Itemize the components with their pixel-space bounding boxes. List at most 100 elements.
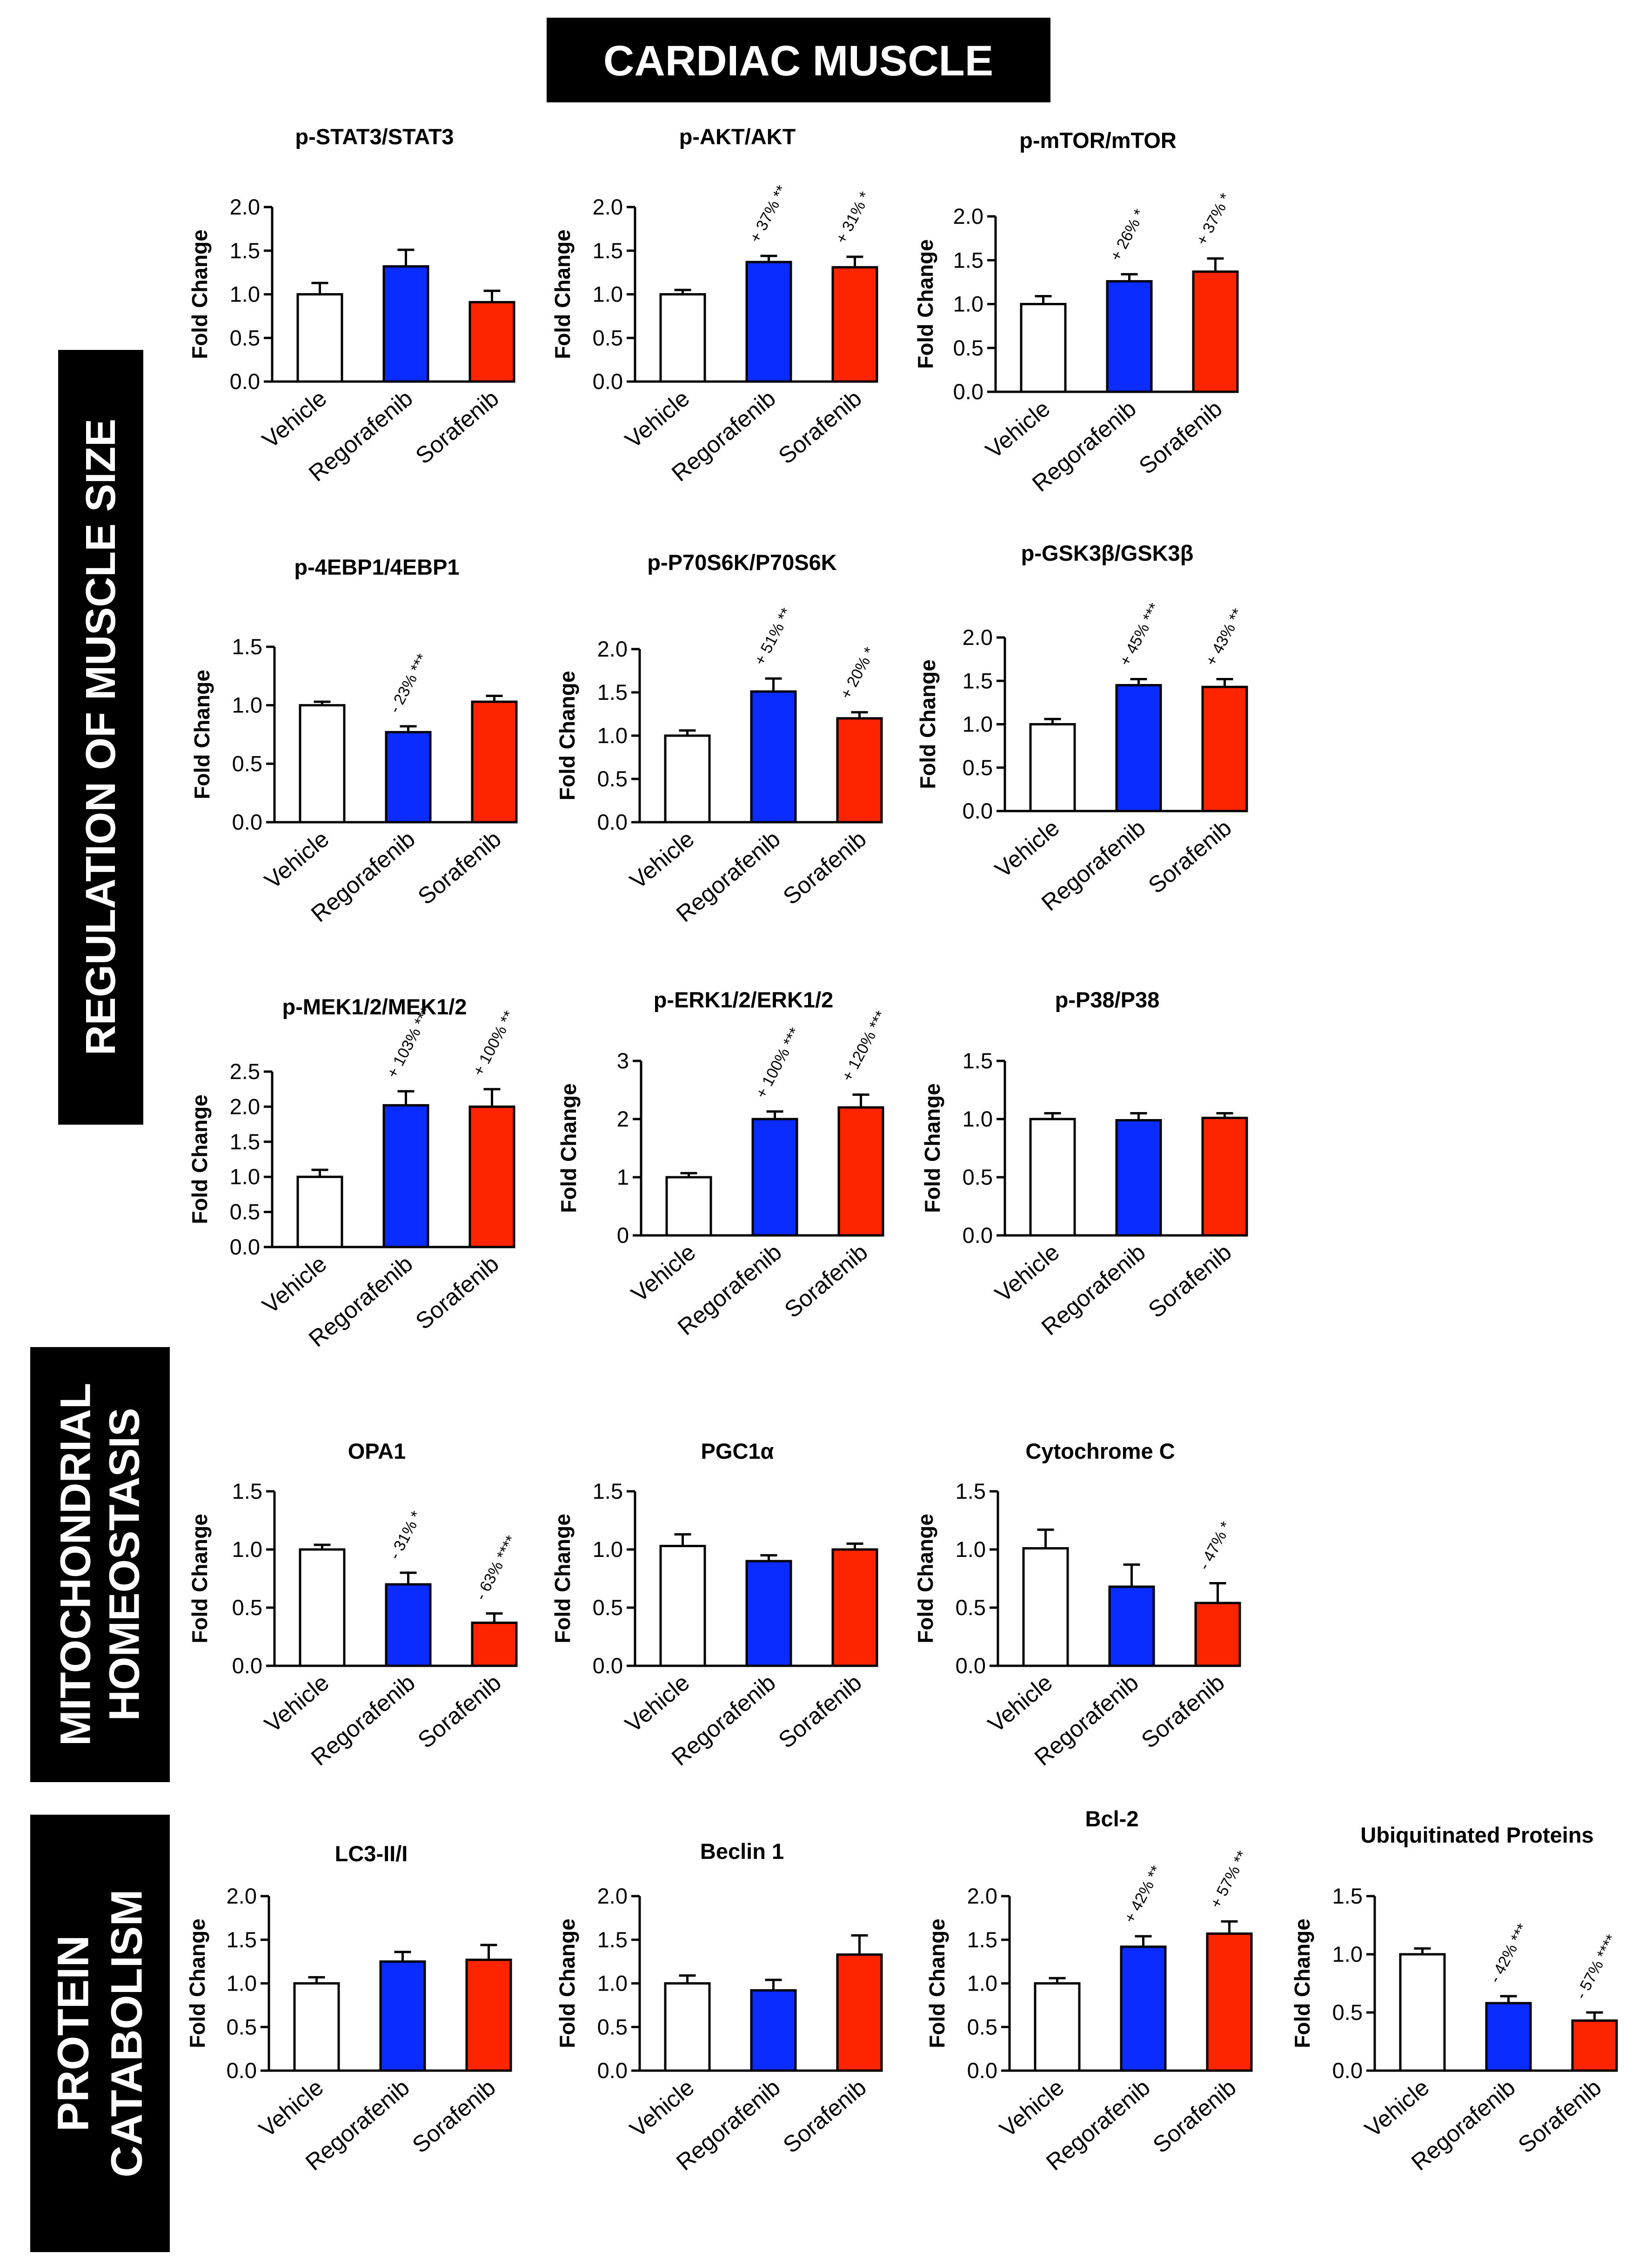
bar-vehicle bbox=[299, 704, 346, 824]
y-tick-label: 1 bbox=[617, 1165, 629, 1189]
y-tick-label: 1.0 bbox=[230, 1164, 260, 1189]
chart-5: p-P70S6K/P70S6K Fold Change 0.0 0.5 1.0 1.5 2.… bbox=[555, 550, 883, 927]
y-tick-label: 1.0 bbox=[1332, 1942, 1363, 1966]
category-label: Vehicle bbox=[625, 2074, 699, 2143]
significance-annotation: + 26% * bbox=[1107, 206, 1149, 264]
bar-sorafenib bbox=[831, 266, 878, 383]
y-axis-label: Fold Change bbox=[187, 229, 212, 359]
y-tick-label: 1.0 bbox=[227, 1971, 257, 1996]
chart-title: p-AKT/AKT bbox=[679, 124, 796, 149]
y-tick-label: 1.5 bbox=[597, 1927, 628, 1952]
y-tick-label: 1.0 bbox=[953, 292, 983, 316]
category-label: Sorafenib bbox=[1137, 1670, 1230, 1753]
significance-annotation: + 120% *** bbox=[838, 1008, 890, 1084]
y-tick-label: 2.0 bbox=[593, 194, 623, 219]
category-label: Vehicle bbox=[626, 1239, 701, 1308]
bar-regorafenib bbox=[745, 261, 792, 383]
category-label: Sorafenib bbox=[774, 1670, 867, 1753]
y-tick-label: 0.0 bbox=[227, 2058, 257, 2083]
y-axis-label: Fold Change bbox=[190, 670, 214, 799]
section-label-line: PROTEIN bbox=[49, 1935, 98, 2132]
y-tick-label: 2.0 bbox=[967, 1884, 997, 1908]
y-tick-label: 0.0 bbox=[597, 2058, 628, 2083]
category-label: Vehicle bbox=[990, 1239, 1064, 1308]
category-label: Vehicle bbox=[257, 1251, 332, 1319]
bar-sorafenib bbox=[837, 1106, 884, 1237]
y-axis-label: Fold Change bbox=[925, 1918, 949, 2048]
y-tick-label: 0.0 bbox=[597, 810, 628, 834]
y-tick-label: 1.5 bbox=[963, 1048, 993, 1073]
y-axis-label: Fold Change bbox=[920, 1083, 944, 1213]
chart-title: Ubiquitinated Proteins bbox=[1360, 1823, 1593, 1847]
category-label: Sorafenib bbox=[1144, 815, 1237, 899]
y-tick-label: 0.5 bbox=[956, 1595, 986, 1620]
category-label: Sorafenib bbox=[411, 1251, 504, 1335]
y-tick-label: 3 bbox=[617, 1048, 629, 1073]
y-axis-label: Fold Change bbox=[555, 1918, 579, 2048]
y-tick-label: 0.0 bbox=[967, 2058, 997, 2083]
bar-regorafenib bbox=[1106, 280, 1153, 393]
y-tick-label: 0.0 bbox=[230, 369, 260, 394]
y-tick-label: 1.5 bbox=[227, 1927, 257, 1952]
chart-title: Beclin 1 bbox=[700, 1839, 784, 1864]
category-label: Vehicle bbox=[981, 396, 1055, 464]
y-axis-label: Fold Change bbox=[913, 1514, 937, 1643]
significance-annotation: + 20% * bbox=[837, 644, 879, 702]
y-tick-label: 0.5 bbox=[232, 1595, 262, 1620]
section-label-line: CATABOLISM bbox=[102, 1889, 152, 2177]
bar-sorafenib bbox=[831, 1548, 878, 1667]
chart-title: p-GSK3β/GSK3β bbox=[1021, 541, 1194, 565]
bar-vehicle bbox=[664, 734, 711, 824]
y-tick-label: 0 bbox=[617, 1223, 629, 1247]
category-label: Vehicle bbox=[983, 1670, 1057, 1738]
category-label: Sorafenib bbox=[778, 826, 871, 910]
bar-regorafenib bbox=[1485, 2002, 1532, 2072]
y-axis-label: Fold Change bbox=[556, 1083, 581, 1213]
y-tick-label: 0.5 bbox=[597, 2014, 628, 2039]
significance-annotation: - 31% * bbox=[386, 1508, 426, 1562]
y-tick-label: 0.5 bbox=[963, 755, 993, 780]
y-tick-label: 2.0 bbox=[597, 1884, 628, 1908]
y-tick-label: 1.5 bbox=[230, 1129, 260, 1154]
section-mito: MITOCHONDRIAL HOMEOSTASIS bbox=[30, 1347, 170, 1782]
bar-sorafenib bbox=[471, 1622, 518, 1667]
bar-vehicle bbox=[296, 293, 343, 383]
y-axis-label: Fold Change bbox=[185, 1918, 209, 2048]
section-size: REGULATION OF MUSCLE SIZE bbox=[58, 350, 143, 1125]
bar-vehicle bbox=[299, 1548, 346, 1667]
category-label: Vehicle bbox=[990, 815, 1064, 883]
y-tick-label: 1.5 bbox=[593, 238, 623, 263]
category-label: Sorafenib bbox=[413, 826, 506, 910]
y-tick-label: 0.5 bbox=[593, 325, 623, 350]
significance-annotation: + 100% *** bbox=[752, 1025, 804, 1101]
significance-annotation: + 51% ** bbox=[751, 605, 796, 668]
chart-title: p-STAT3/STAT3 bbox=[295, 124, 454, 149]
bar-vehicle bbox=[659, 293, 706, 383]
section-band bbox=[30, 1815, 170, 2252]
chart-title: p-mTOR/mTOR bbox=[1019, 128, 1177, 153]
category-label: Vehicle bbox=[620, 1670, 695, 1738]
chart-title: p-P38/P38 bbox=[1055, 987, 1160, 1012]
significance-annotation: - 57% **** bbox=[1572, 1931, 1621, 2002]
y-tick-label: 1.5 bbox=[232, 634, 262, 659]
significance-annotation: - 23% *** bbox=[386, 651, 431, 716]
bar-regorafenib bbox=[385, 731, 432, 824]
y-tick-label: 2.0 bbox=[227, 1884, 257, 1908]
chart-7: p-MEK1/2/MEK1/2 Fold Change 0.0 0.5 1.0 1.5 2.… bbox=[187, 994, 518, 1352]
bar-vehicle bbox=[1034, 1982, 1081, 2072]
chart-title: p-ERK1/2/ERK1/2 bbox=[654, 987, 834, 1012]
y-tick-label: 0.5 bbox=[593, 1595, 623, 1620]
y-tick-label: 0.5 bbox=[230, 1200, 260, 1224]
category-label: Sorafenib bbox=[1148, 2074, 1241, 2158]
section-label-line: REGULATION OF MUSCLE SIZE bbox=[78, 419, 124, 1055]
y-tick-label: 1.0 bbox=[963, 712, 993, 737]
category-label: Vehicle bbox=[260, 826, 334, 894]
y-axis-label: Fold Change bbox=[187, 1514, 212, 1643]
y-tick-label: 0.5 bbox=[953, 335, 983, 360]
chart-3: p-mTOR/mTOR Fold Change 0.0 0.5 1.0 1.5 2.0 Veh… bbox=[913, 128, 1239, 497]
y-tick-label: 0.0 bbox=[232, 810, 262, 834]
bar-sorafenib bbox=[836, 717, 883, 824]
category-label: Sorafenib bbox=[411, 385, 504, 469]
header: CARDIAC MUSCLE bbox=[547, 18, 1050, 102]
chart-15: Bcl-2 Fold Change 0.0 0.5 1.0 1.5 2.0 Vehicle + … bbox=[925, 1806, 1253, 2176]
